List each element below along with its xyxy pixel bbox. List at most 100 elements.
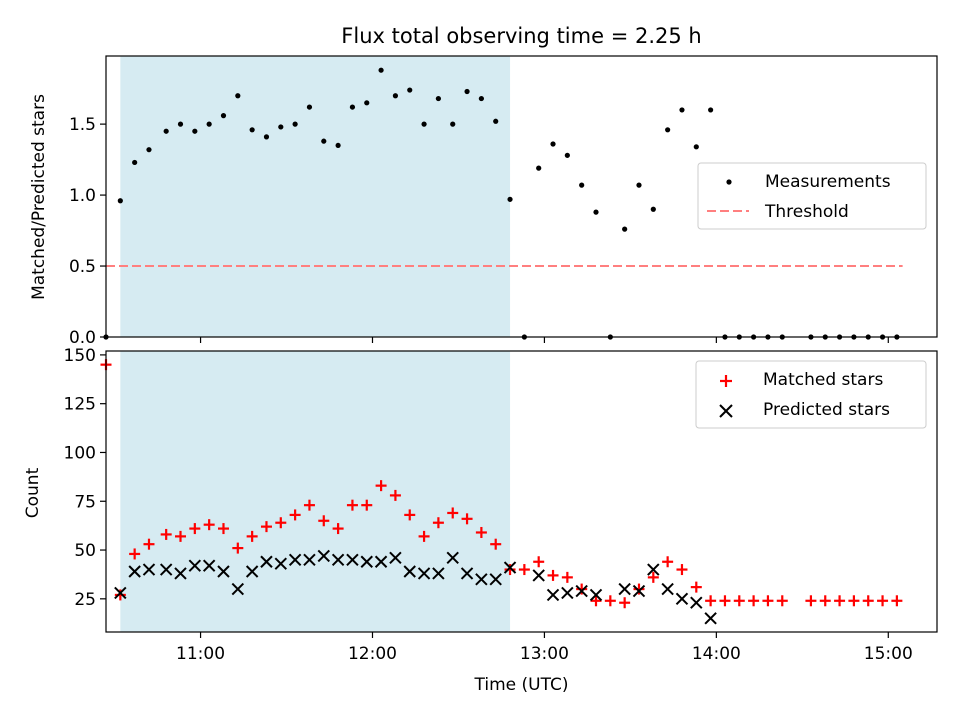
top-legend-box: [697, 162, 927, 230]
matched-star-point: [533, 556, 545, 568]
predicted-star-point: [475, 573, 488, 586]
matched-star-point: [418, 530, 430, 542]
predicted-star-point: [589, 588, 603, 602]
measurement-point: [550, 141, 556, 147]
predicted-star-point: [142, 563, 156, 576]
predicted-star-point: [690, 596, 703, 609]
matched-star-point: [346, 499, 358, 511]
bottom-shaded-region: [120, 351, 511, 632]
measurement-point: [278, 124, 284, 130]
matched-star-point: [805, 595, 817, 607]
predicted-star-point: [288, 553, 302, 567]
measurement-point: [177, 121, 184, 127]
matched-star-point: [189, 523, 201, 535]
matched-star-point: [432, 517, 444, 529]
matched-star-point: [143, 538, 155, 550]
bottom-legend: Matched stars Predicted stars: [695, 360, 927, 429]
predicted-star-point: [489, 573, 502, 586]
x-tick-label: 14:00: [692, 644, 741, 664]
top-y-axis: 0.0 0.5 1.0 1.5: [69, 115, 106, 348]
x-tick-label: 15:00: [864, 644, 913, 664]
matched-star-point: [834, 595, 846, 607]
predicted-star-point: [274, 557, 288, 570]
measurement-point: [292, 121, 298, 127]
matched-star-point: [475, 526, 487, 538]
predicted-star-point: [346, 553, 359, 567]
matched-stars-series: [100, 359, 903, 609]
measurement-point: [335, 142, 341, 149]
legend-predicted-marker: [719, 404, 733, 418]
matched-star-point: [619, 597, 631, 609]
measurement-point: [117, 198, 123, 204]
top-shaded-region: [120, 56, 511, 337]
predicted-star-point: [618, 582, 631, 596]
measurement-point: [536, 165, 542, 171]
matched-star-point: [490, 538, 502, 550]
predicted-star-point: [503, 561, 517, 574]
measurement-point: [249, 127, 255, 133]
measurement-point: [650, 206, 656, 212]
x-tick-label: 13:00: [520, 644, 569, 664]
predicted-star-point: [231, 582, 245, 596]
top-y-tick-label: 1.5: [69, 115, 96, 135]
measurement-point: [407, 87, 413, 93]
matched-star-point: [891, 595, 903, 607]
predicted-star-point: [675, 592, 689, 606]
predicted-star-point: [661, 582, 674, 596]
matched-star-point: [114, 589, 126, 601]
legend-matched-label: Matched stars: [763, 370, 883, 390]
predicted-star-point: [389, 551, 402, 565]
matched-star-point: [733, 595, 745, 607]
legend-predicted-label: Predicted stars: [763, 400, 890, 420]
matched-star-point: [246, 530, 258, 542]
matched-star-point: [332, 523, 344, 535]
bottom-panel: 25 50 75 100 125 150 11:00 12:00 13:00 14:00 15:0…: [23, 346, 938, 695]
bottom-y-tick-label: 125: [64, 395, 96, 415]
matched-star-point: [576, 583, 588, 595]
matched-star-point: [590, 595, 602, 607]
measurement-point: [146, 147, 152, 153]
matched-star-point: [303, 499, 315, 511]
predicted-star-point: [546, 588, 560, 602]
matched-star-point: [561, 571, 573, 583]
measurement-point: [478, 95, 484, 102]
matched-star-point: [705, 595, 717, 607]
predicted-star-point: [417, 567, 431, 580]
measurement-point: [708, 107, 714, 113]
measurement-point: [622, 226, 628, 232]
matched-star-point: [633, 583, 645, 595]
predicted-star-point: [260, 555, 273, 568]
matched-star-point: [361, 499, 373, 511]
measurement-point: [507, 196, 513, 202]
bottom-legend-box: [695, 360, 927, 429]
measurement-point: [564, 152, 570, 158]
matched-star-point: [447, 507, 459, 519]
matched-star-point: [862, 595, 874, 607]
measurement-point: [421, 121, 427, 127]
predicted-star-point: [561, 586, 574, 600]
measurement-point: [435, 95, 441, 102]
matched-star-point: [389, 489, 401, 501]
predicted-star-point: [647, 563, 660, 576]
bottom-y-tick-label: 25: [74, 590, 96, 610]
top-y-tick-label: 0.5: [69, 257, 96, 277]
top-panel: 0.0 0.5 1.0 1.5 Matched/Predicted stars Mea…: [29, 55, 938, 348]
matched-star-point: [547, 569, 559, 581]
matched-star-point: [647, 571, 659, 583]
measurement-point: [235, 93, 241, 99]
measurement-point: [450, 121, 456, 127]
predicted-star-point: [575, 584, 588, 598]
matched-star-point: [129, 548, 141, 560]
measurement-point: [163, 128, 169, 134]
bottom-y-tick-label: 75: [74, 492, 96, 512]
measurement-point: [306, 104, 313, 110]
predicted-star-point: [217, 565, 230, 578]
predicted-star-point: [532, 569, 545, 582]
measurement-point: [206, 121, 212, 127]
bottom-axes-frame: [105, 350, 938, 633]
matched-star-point: [776, 595, 788, 607]
bottom-y-axis: 25 50 75 100 125 150: [64, 346, 106, 610]
predicted-star-point: [174, 567, 187, 580]
matched-star-point: [690, 581, 702, 593]
bottom-y-tick-label: 100: [64, 443, 96, 463]
